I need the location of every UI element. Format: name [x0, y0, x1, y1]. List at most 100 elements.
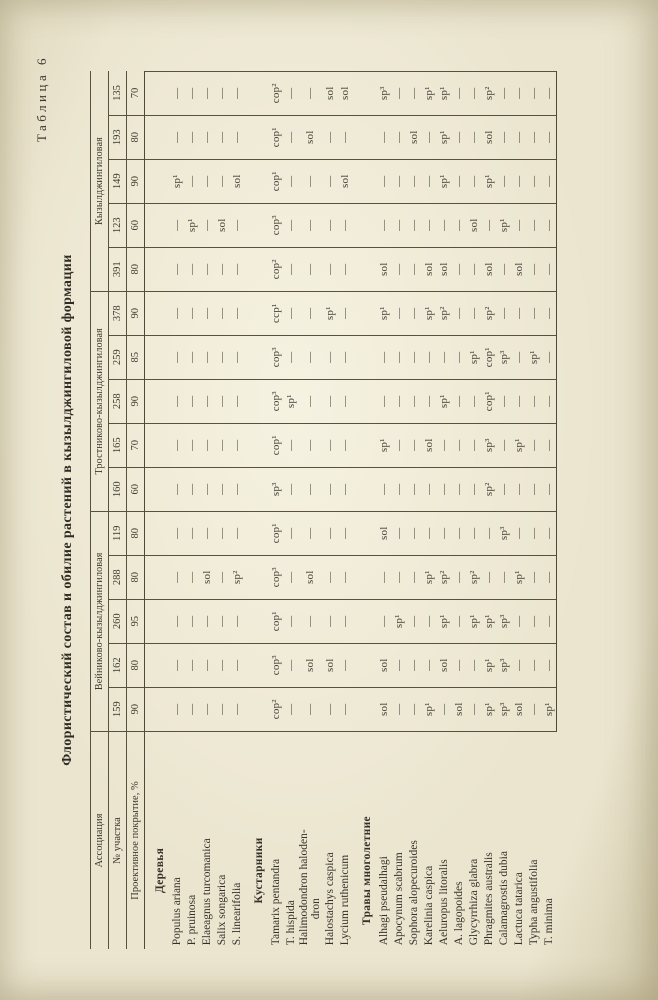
abundance-cell: cop²	[268, 71, 283, 116]
abundance-cell: —	[298, 467, 322, 512]
abundance-cell: —	[541, 555, 557, 600]
abundance-cell: —	[283, 159, 298, 204]
abundance-cell: cop³	[268, 379, 283, 424]
abundance-cell: —	[298, 687, 322, 732]
section-filler-cell	[244, 643, 268, 688]
abundance-cell: —	[541, 247, 557, 292]
abundance-cell: —	[283, 511, 298, 556]
abundance-cell: —	[511, 467, 526, 512]
abundance-cell: —	[496, 379, 511, 424]
abundance-cell: —	[283, 555, 298, 600]
abundance-cell: sp¹	[421, 687, 436, 732]
plot-number: 260	[108, 599, 127, 644]
abundance-cell: —	[466, 71, 481, 116]
abundance-cell: —	[451, 71, 466, 116]
species-row: A. lagopoides sol — — — — — — — — — — — — — —	[451, 71, 466, 950]
abundance-cell: —	[391, 115, 406, 160]
abundance-cell: sol	[481, 115, 496, 160]
abundance-cell: —	[406, 555, 421, 600]
section-title: Травы многолетние	[352, 731, 376, 950]
abundance-cell: —	[214, 71, 229, 116]
abundance-cell: sp³	[376, 71, 391, 116]
cover-value: 90	[126, 687, 145, 732]
abundance-cell: —	[229, 203, 244, 248]
abundance-cell: —	[283, 71, 298, 116]
abundance-cell: cop¹	[268, 115, 283, 160]
abundance-cell: —	[169, 335, 184, 380]
abundance-cell: sol	[421, 247, 436, 292]
plot-number: 135	[108, 71, 127, 116]
abundance-cell: sol	[214, 203, 229, 248]
abundance-cell: —	[169, 247, 184, 292]
abundance-cell: —	[337, 247, 352, 292]
abundance-cell: cop¹	[268, 511, 283, 556]
abundance-cell: —	[406, 335, 421, 380]
abundance-cell: —	[214, 643, 229, 688]
abundance-cell: —	[376, 203, 391, 248]
abundance-cell: —	[421, 379, 436, 424]
plot-number: 162	[108, 643, 127, 688]
abundance-cell: —	[406, 247, 421, 292]
abundance-cell: sp¹	[421, 555, 436, 600]
plot-number: 159	[108, 687, 127, 732]
abundance-cell: sol	[322, 71, 337, 116]
plot-number: 160	[108, 467, 127, 512]
abundance-cell: —	[214, 159, 229, 204]
cover-row: Проективное покрытие, % 90 80 95 80 80 60 70 90…	[126, 71, 145, 950]
abundance-cell: sp¹	[466, 335, 481, 380]
abundance-cell: —	[229, 467, 244, 512]
abundance-cell: —	[541, 159, 557, 204]
abundance-cell: —	[184, 555, 199, 600]
cover-value: 85	[126, 335, 145, 380]
cover-value: 95	[126, 599, 145, 644]
cover-value: 80	[126, 643, 145, 688]
abundance-cell: cop¹	[268, 423, 283, 468]
species-name: Halimodondron haloden-dron	[298, 731, 322, 950]
abundance-cell: —	[526, 511, 541, 556]
abundance-cell: sp¹	[436, 115, 451, 160]
abundance-cell: —	[496, 159, 511, 204]
abundance-cell: —	[511, 115, 526, 160]
species-name: Elaeagnus turcomanica	[199, 731, 214, 950]
abundance-cell: cop¹	[481, 335, 496, 380]
abundance-cell: —	[451, 291, 466, 336]
abundance-cell: —	[229, 643, 244, 688]
abundance-cell: sp¹	[436, 159, 451, 204]
association-header: Ассоциация	[90, 731, 109, 950]
abundance-cell: —	[199, 115, 214, 160]
species-row: Typha angustifolia — — — — — — — — sp¹ — — — — — —	[526, 71, 541, 950]
abundance-cell: —	[199, 467, 214, 512]
abundance-cell: —	[451, 555, 466, 600]
plot-number: 378	[108, 291, 127, 336]
species-row: Elaeagnus turcomanica — — — sol — — — — — — — — — — —	[199, 71, 214, 950]
species-row: Lactuca tatarica sol — — sp¹ — — sp¹ — — — sol — — — —	[511, 71, 526, 950]
section-title: Кустарники	[244, 731, 268, 950]
abundance-cell: cop¹	[268, 599, 283, 644]
abundance-cell: —	[184, 71, 199, 116]
abundance-cell: —	[169, 555, 184, 600]
abundance-cell: —	[526, 203, 541, 248]
abundance-cell: sp³	[496, 687, 511, 732]
section-filler-cell	[244, 599, 268, 644]
abundance-cell: —	[199, 159, 214, 204]
abundance-cell: —	[229, 599, 244, 644]
abundance-cell: sp²	[481, 467, 496, 512]
abundance-cell: —	[169, 71, 184, 116]
abundance-cell: —	[541, 643, 557, 688]
abundance-cell: —	[526, 423, 541, 468]
abundance-cell: —	[436, 687, 451, 732]
abundance-cell: —	[214, 247, 229, 292]
abundance-cell: sol	[229, 159, 244, 204]
abundance-cell: —	[337, 335, 352, 380]
section-filler-cell	[352, 511, 376, 556]
abundance-cell: —	[421, 643, 436, 688]
abundance-cell: —	[169, 291, 184, 336]
abundance-cell: —	[298, 159, 322, 204]
abundance-cell: sp¹	[322, 291, 337, 336]
group-header-row: Ассоциация Вейниково-кызылджингиловая Тро…	[90, 71, 109, 950]
abundance-cell: —	[466, 291, 481, 336]
species-row: T. minima sp¹ — — — — — — — — — — — — — —	[541, 71, 557, 950]
abundance-cell: sol	[337, 71, 352, 116]
cover-value: 90	[126, 159, 145, 204]
abundance-cell: sp¹	[466, 599, 481, 644]
